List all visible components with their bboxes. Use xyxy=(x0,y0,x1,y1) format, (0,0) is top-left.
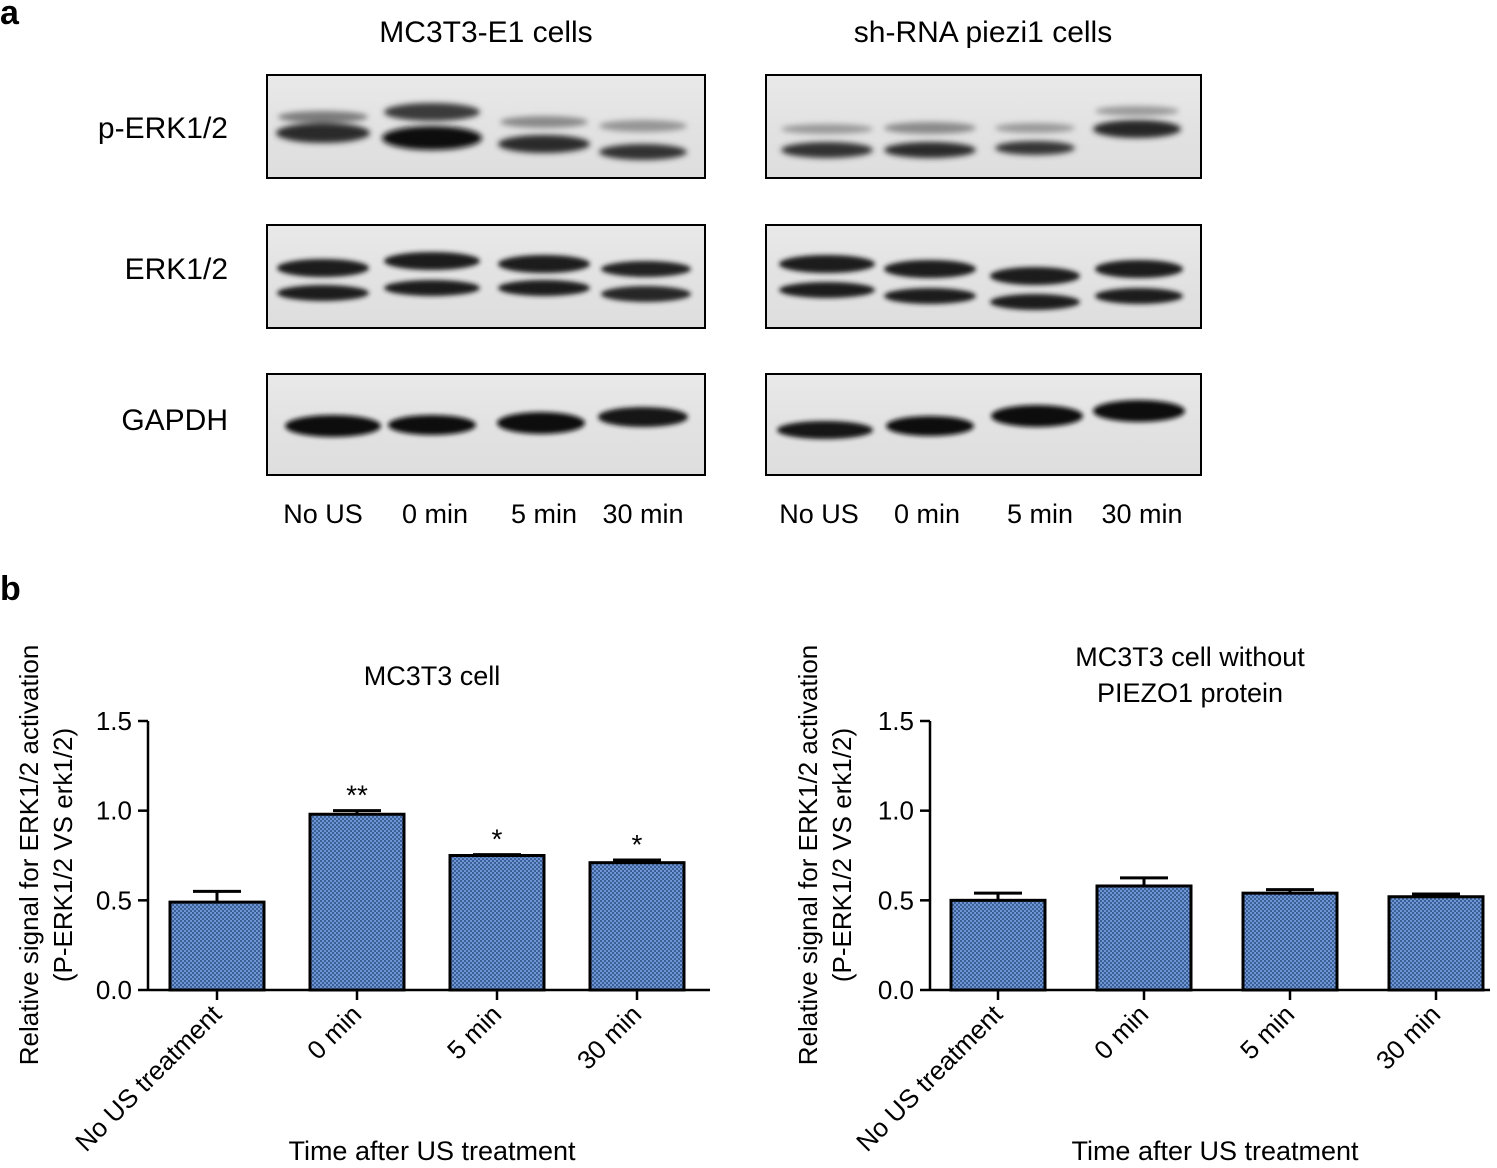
lane-label-left-2: 0 min xyxy=(401,499,469,529)
x-tick-label: No US treatment xyxy=(850,998,1009,1157)
lane-label-left-4: 30 min xyxy=(602,499,684,529)
blot-title-left: MC3T3-E1 cells xyxy=(379,16,593,49)
lane-label-left-1: No US xyxy=(283,499,363,529)
significance-label: * xyxy=(632,829,643,860)
y-tick-label: 0.5 xyxy=(878,885,914,915)
significance-label: ** xyxy=(346,780,368,811)
y-tick-label: 1.5 xyxy=(96,706,132,736)
chart-mc3t3-cell: MC3T3 cell 0.0 0.5 1.0 1.5 Relative signal fo… xyxy=(14,645,710,1166)
y-tick-label: 0.0 xyxy=(96,975,132,1005)
bar xyxy=(949,898,1047,992)
bar xyxy=(1241,891,1339,992)
lane-label-right-4: 30 min xyxy=(1101,499,1183,529)
bar xyxy=(1095,884,1193,992)
blot-right-gapdh xyxy=(765,373,1202,476)
x-tick-label: 5 min xyxy=(1234,999,1300,1065)
x-tick-label: No US treatment xyxy=(69,998,228,1157)
panel-b-letter: b xyxy=(0,570,21,608)
x-axis-label: Time after US treatment xyxy=(288,1136,576,1166)
chart-title: MC3T3 cell without xyxy=(1075,642,1305,672)
y-axis-label: (P-ERK1/2 VS erk1/2) xyxy=(48,728,78,982)
lane-label-left-3: 5 min xyxy=(510,499,578,529)
bar xyxy=(588,861,686,992)
x-tick-label: 0 min xyxy=(1088,999,1154,1065)
y-tick-label: 0.5 xyxy=(96,885,132,915)
y-tick-label: 1.0 xyxy=(96,796,132,826)
bar xyxy=(1387,895,1485,992)
blot-right-p-erk xyxy=(765,74,1202,179)
y-axis-label: (P-ERK1/2 VS erk1/2) xyxy=(827,728,857,982)
panel-a-letter: a xyxy=(0,0,19,32)
bar xyxy=(448,854,546,992)
chart-title: PIEZO1 protein xyxy=(1097,678,1283,708)
row-label-p-erk: p-ERK1/2 xyxy=(97,112,228,145)
x-tick-label: 0 min xyxy=(301,999,367,1065)
y-tick-label: 1.5 xyxy=(878,706,914,736)
row-label-erk: ERK1/2 xyxy=(124,253,228,286)
blot-left-erk xyxy=(266,224,706,329)
lane-label-right-2: 0 min xyxy=(893,499,961,529)
x-tick-label: 30 min xyxy=(1370,999,1446,1075)
y-axis-label: Relative signal for ERK1/2 activation xyxy=(14,645,44,1066)
blot-title-right: sh-RNA piezi1 cells xyxy=(853,16,1113,49)
bar xyxy=(168,900,266,992)
x-tick-label: 30 min xyxy=(571,999,647,1075)
chart-mc3t3-without-piezo1: MC3T3 cell without PIEZO1 protein 0.0 0.5 1.… xyxy=(793,642,1490,1166)
y-tick-label: 0.0 xyxy=(878,975,914,1005)
x-axis-label: Time after US treatment xyxy=(1071,1136,1359,1166)
y-tick-label: 1.0 xyxy=(878,796,914,826)
x-tick-label: 5 min xyxy=(441,999,507,1065)
blot-left-gapdh xyxy=(266,373,706,476)
bar xyxy=(308,812,406,992)
lane-label-right-1: No US xyxy=(779,499,859,529)
blot-right-erk xyxy=(765,224,1202,329)
significance-label: * xyxy=(492,824,503,855)
row-label-gapdh: GAPDH xyxy=(121,404,228,437)
lane-label-right-3: 5 min xyxy=(1006,499,1074,529)
blot-left-p-erk xyxy=(266,74,706,179)
y-axis-label: Relative signal for ERK1/2 activation xyxy=(793,645,823,1066)
chart-title: MC3T3 cell xyxy=(364,661,501,691)
